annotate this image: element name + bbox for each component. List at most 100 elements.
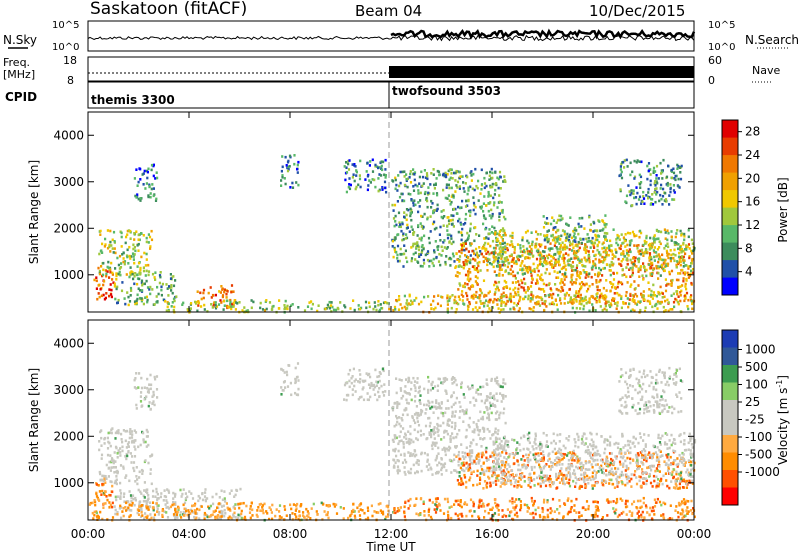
heatmap-cell xyxy=(358,369,361,372)
heatmap-cell xyxy=(120,235,123,239)
heatmap-cell xyxy=(497,383,500,386)
heatmap-cell xyxy=(540,296,543,299)
heatmap-cell xyxy=(399,430,402,434)
heatmap-cell xyxy=(431,380,434,384)
heatmap-cell xyxy=(542,264,545,268)
heatmap-cell xyxy=(632,189,635,192)
heatmap-cell xyxy=(146,491,149,495)
heatmap-cell xyxy=(210,303,213,306)
heatmap-cell xyxy=(485,204,488,207)
heatmap-cell xyxy=(536,264,540,267)
heatmap-cell xyxy=(578,299,581,303)
freq-tick-bottom: 8 xyxy=(67,74,74,87)
heatmap-cell xyxy=(545,283,548,287)
heatmap-cell xyxy=(491,176,494,180)
heatmap-cell xyxy=(129,257,132,260)
heatmap-cell xyxy=(432,299,435,303)
power-ylabel: Slant Range [km] xyxy=(27,160,41,264)
heatmap-cell xyxy=(158,274,162,277)
heatmap-cell xyxy=(440,406,443,410)
heatmap-cell xyxy=(613,292,616,295)
heatmap-cell xyxy=(159,275,162,279)
heatmap-cell xyxy=(398,221,401,224)
nave-band xyxy=(389,66,694,78)
heatmap-cell xyxy=(519,478,522,481)
heatmap-cell xyxy=(462,420,465,423)
heatmap-cell xyxy=(423,451,426,455)
heatmap-cell xyxy=(664,231,667,234)
heatmap-cell xyxy=(517,254,520,258)
heatmap-cell xyxy=(657,177,660,180)
heatmap-cell xyxy=(346,381,349,385)
heatmap-cell xyxy=(689,265,692,268)
heatmap-cell xyxy=(138,476,141,479)
heatmap-cell xyxy=(494,430,497,434)
heatmap-cell xyxy=(286,169,290,173)
heatmap-cell xyxy=(488,396,491,399)
heatmap-cell xyxy=(409,425,412,428)
heatmap-cell xyxy=(502,229,505,233)
heatmap-cell xyxy=(382,301,386,305)
heatmap-cell xyxy=(604,236,607,239)
heatmap-cell xyxy=(452,403,455,406)
heatmap-cell xyxy=(435,255,438,259)
heatmap-cell xyxy=(172,513,176,516)
heatmap-cell xyxy=(496,261,500,265)
heatmap-cell xyxy=(354,165,357,168)
heatmap-cell xyxy=(602,286,605,290)
colorbar-tick-label: 28 xyxy=(745,125,760,139)
heatmap-cell xyxy=(559,246,562,249)
heatmap-cell xyxy=(571,273,574,277)
heatmap-cell xyxy=(465,262,468,266)
heatmap-cell xyxy=(125,235,128,239)
heatmap-cell xyxy=(487,190,490,194)
heatmap-cell xyxy=(458,429,461,432)
heatmap-cell xyxy=(687,228,690,232)
heatmap-cell xyxy=(410,299,413,303)
heatmap-cell xyxy=(117,449,120,452)
heatmap-cell xyxy=(505,302,508,306)
heatmap-cell xyxy=(449,219,452,222)
heatmap-cell xyxy=(215,305,219,308)
heatmap-cell xyxy=(402,446,405,449)
heatmap-cell xyxy=(438,461,441,465)
heatmap-cell xyxy=(418,385,421,389)
heatmap-cell xyxy=(130,270,133,273)
heatmap-cell xyxy=(649,302,652,305)
heatmap-cell xyxy=(642,190,645,194)
heatmap-cell xyxy=(368,179,371,182)
heatmap-cell xyxy=(428,401,431,405)
heatmap-cell xyxy=(649,168,652,171)
heatmap-cell xyxy=(639,300,642,303)
heatmap-cell xyxy=(557,288,560,292)
heatmap-cell xyxy=(461,468,464,472)
heatmap-cell xyxy=(110,288,113,292)
heatmap-cell xyxy=(106,270,109,273)
heatmap-cell xyxy=(456,180,460,184)
heatmap-cell xyxy=(607,300,610,304)
heatmap-cell xyxy=(520,285,523,289)
heatmap-cell xyxy=(494,379,497,383)
heatmap-cell xyxy=(624,483,627,487)
heatmap-cell xyxy=(425,172,429,175)
heatmap-cell xyxy=(603,266,606,270)
heatmap-cell xyxy=(161,509,164,513)
heatmap-cell xyxy=(467,236,470,239)
heatmap-cell xyxy=(562,246,565,249)
heatmap-cell xyxy=(151,288,154,291)
heatmap-cell xyxy=(666,184,669,187)
heatmap-cell xyxy=(675,278,679,282)
heatmap-cell xyxy=(285,370,288,374)
heatmap-cell xyxy=(106,436,109,440)
heatmap-cell xyxy=(491,454,494,458)
heatmap-cell xyxy=(173,495,177,498)
heatmap-cell xyxy=(564,268,568,271)
heatmap-cell xyxy=(126,248,129,252)
heatmap-cell xyxy=(417,189,420,192)
heatmap-cell xyxy=(608,248,611,252)
heatmap-cell xyxy=(444,260,447,264)
heatmap-cell xyxy=(482,461,485,465)
heatmap-cell xyxy=(156,300,159,303)
heatmap-cell xyxy=(433,209,436,212)
heatmap-cell xyxy=(410,398,413,402)
